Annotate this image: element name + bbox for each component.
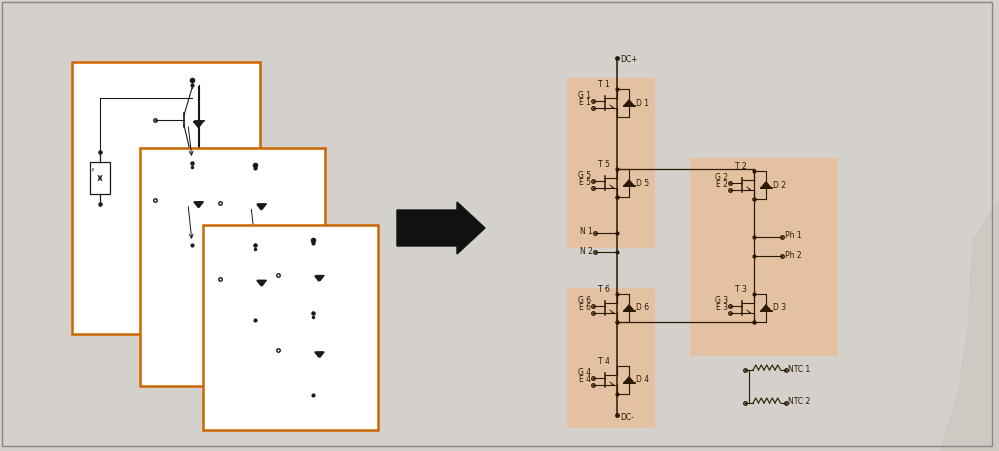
Text: N 1: N 1 <box>580 227 593 236</box>
Text: T 2: T 2 <box>735 162 747 171</box>
Polygon shape <box>623 305 634 311</box>
Bar <box>90 162 110 194</box>
Polygon shape <box>257 281 266 286</box>
Polygon shape <box>257 204 266 210</box>
Bar <box>567 288 655 428</box>
Text: NTC 1: NTC 1 <box>788 364 810 373</box>
Text: T 5: T 5 <box>598 160 610 169</box>
Polygon shape <box>760 182 771 189</box>
Polygon shape <box>258 204 267 210</box>
Text: Ph 1: Ph 1 <box>785 231 801 240</box>
Text: D 1: D 1 <box>636 98 649 107</box>
Polygon shape <box>940 200 999 451</box>
Text: DC+: DC+ <box>620 55 637 64</box>
Bar <box>203 225 378 430</box>
Text: G 1: G 1 <box>578 91 591 100</box>
Text: D 4: D 4 <box>636 376 649 385</box>
Text: T 4: T 4 <box>598 357 610 366</box>
Polygon shape <box>258 280 267 286</box>
Text: T 1: T 1 <box>598 80 609 89</box>
Polygon shape <box>623 179 634 186</box>
Polygon shape <box>194 122 202 127</box>
Bar <box>72 62 260 334</box>
Text: T 6: T 6 <box>598 285 610 294</box>
Bar <box>690 158 838 356</box>
Text: N 2: N 2 <box>580 247 593 256</box>
Bar <box>140 148 325 386</box>
Text: E 6: E 6 <box>579 303 591 312</box>
Text: E 1: E 1 <box>579 98 591 107</box>
Polygon shape <box>623 100 634 106</box>
Text: D 2: D 2 <box>773 180 786 189</box>
Text: Ph 2: Ph 2 <box>785 250 801 259</box>
Text: G 4: G 4 <box>577 368 591 377</box>
Text: f: f <box>92 168 94 173</box>
Text: E 4: E 4 <box>579 375 591 384</box>
Text: G 6: G 6 <box>577 296 591 305</box>
Polygon shape <box>316 276 325 281</box>
Text: E 3: E 3 <box>716 303 728 312</box>
Text: D 6: D 6 <box>636 304 649 313</box>
Text: NTC 2: NTC 2 <box>788 397 810 406</box>
Text: D 3: D 3 <box>773 304 786 313</box>
Polygon shape <box>316 352 325 357</box>
Text: E 5: E 5 <box>579 178 591 187</box>
Text: D 5: D 5 <box>636 179 649 188</box>
Polygon shape <box>194 202 202 207</box>
Text: G 5: G 5 <box>577 171 591 180</box>
Text: E 2: E 2 <box>716 180 728 189</box>
Polygon shape <box>195 121 204 127</box>
Text: G 2: G 2 <box>715 173 728 182</box>
FancyArrow shape <box>397 202 485 254</box>
Text: G 3: G 3 <box>715 296 728 305</box>
Polygon shape <box>315 276 323 281</box>
Bar <box>567 78 655 248</box>
Polygon shape <box>315 352 323 357</box>
Polygon shape <box>760 305 771 311</box>
Text: T 3: T 3 <box>735 285 747 294</box>
Text: DC-: DC- <box>620 414 634 423</box>
Polygon shape <box>195 202 204 207</box>
Polygon shape <box>623 377 634 383</box>
